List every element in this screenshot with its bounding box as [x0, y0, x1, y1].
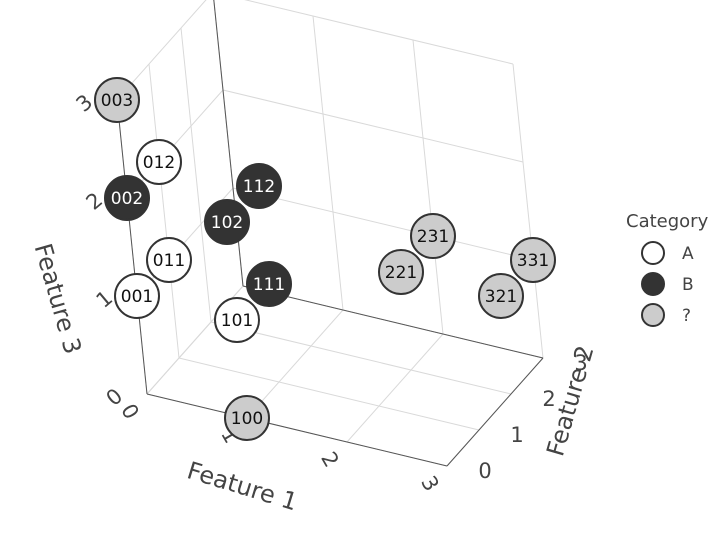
- point-label: 101: [221, 311, 253, 331]
- axes-layer: [116, 0, 544, 467]
- point-label: 231: [417, 227, 449, 247]
- point-marker: [204, 199, 250, 245]
- data-point: 011: [146, 237, 192, 283]
- x-tick-label: 3: [416, 472, 443, 496]
- point-label: 111: [253, 275, 285, 295]
- z-axis-title: Feature 3: [29, 240, 87, 357]
- legend-marker: [641, 241, 665, 265]
- legend-label: B: [682, 275, 694, 295]
- legend-title: Category: [626, 211, 709, 232]
- data-point: 221: [378, 249, 424, 295]
- grid-line: [222, 89, 524, 163]
- grid-line: [180, 27, 212, 323]
- point-marker: [104, 175, 150, 221]
- data-points: 331 231 321 221 111 112 011 012 100 101 102 001 002 0…: [94, 77, 556, 441]
- point-label: 102: [211, 213, 243, 233]
- legend-item[interactable]: ?: [641, 303, 691, 327]
- legend-items: AB?: [641, 241, 694, 327]
- legend: Category AB?: [626, 211, 709, 327]
- data-point: 321: [478, 273, 524, 319]
- legend-item[interactable]: B: [641, 272, 694, 296]
- point-marker: [214, 297, 260, 343]
- grid-line: [126, 89, 224, 199]
- legend-label: ?: [682, 306, 691, 326]
- y-tick-label: 2: [542, 387, 555, 411]
- grid-line: [178, 357, 480, 431]
- point-marker: [146, 237, 192, 283]
- point-marker: [94, 77, 140, 123]
- grid-line: [346, 333, 444, 443]
- point-label: 321: [485, 287, 517, 307]
- point-label: 331: [517, 251, 549, 271]
- x-tick-label: 2: [316, 448, 343, 472]
- x-axis-line: [146, 393, 448, 467]
- grid-line: [116, 0, 207, 101]
- point-marker: [246, 261, 292, 307]
- data-point: 002: [104, 175, 150, 221]
- point-label: 112: [243, 177, 275, 197]
- data-point: 101: [214, 297, 260, 343]
- grid-line: [246, 309, 344, 419]
- data-point: 003: [94, 77, 140, 123]
- point-marker: [136, 139, 182, 185]
- y-axis-line: [446, 357, 544, 467]
- data-point: 111: [246, 261, 292, 307]
- legend-marker: [641, 272, 665, 296]
- point-label: 011: [153, 251, 185, 271]
- point-label: 003: [101, 91, 133, 111]
- data-point: 012: [136, 139, 182, 185]
- grid-line: [312, 15, 344, 311]
- point-marker: [410, 213, 456, 259]
- y-tick-label: 1: [510, 423, 523, 447]
- back-edge-line: [242, 285, 544, 359]
- legend-item[interactable]: A: [641, 241, 694, 265]
- grid-line: [210, 321, 512, 395]
- grid-layer: [116, 0, 544, 467]
- point-marker: [224, 395, 270, 441]
- point-marker: [236, 163, 282, 209]
- grid-line: [512, 63, 544, 359]
- grid-line: [232, 187, 534, 261]
- point-label: 001: [121, 287, 153, 307]
- y-tick-label: 0: [478, 459, 491, 483]
- y-tick-label: 3: [574, 351, 587, 375]
- point-marker: [510, 237, 556, 283]
- data-point: 112: [236, 163, 282, 209]
- x-axis-title: Feature 1: [184, 456, 301, 516]
- z-tick-label: 2: [82, 188, 108, 215]
- data-point: 231: [410, 213, 456, 259]
- z-tick-label: 3: [72, 90, 98, 117]
- legend-marker: [641, 303, 665, 327]
- point-marker: [478, 273, 524, 319]
- point-label: 100: [231, 409, 263, 429]
- data-point: 331: [510, 237, 556, 283]
- data-point: 100: [224, 395, 270, 441]
- point-marker: [114, 273, 160, 319]
- z-tick-label: 1: [92, 286, 118, 313]
- z-axis-line: [116, 99, 148, 395]
- grid-line: [412, 39, 444, 335]
- point-label: 002: [111, 189, 143, 209]
- grid-line: [244, 0, 514, 65]
- data-point: 102: [204, 199, 250, 245]
- point-label: 012: [143, 153, 175, 173]
- point-label: 221: [385, 263, 417, 283]
- legend-label: A: [682, 244, 694, 264]
- point-marker: [378, 249, 424, 295]
- data-point: 001: [114, 273, 160, 319]
- grid-line: [148, 63, 180, 359]
